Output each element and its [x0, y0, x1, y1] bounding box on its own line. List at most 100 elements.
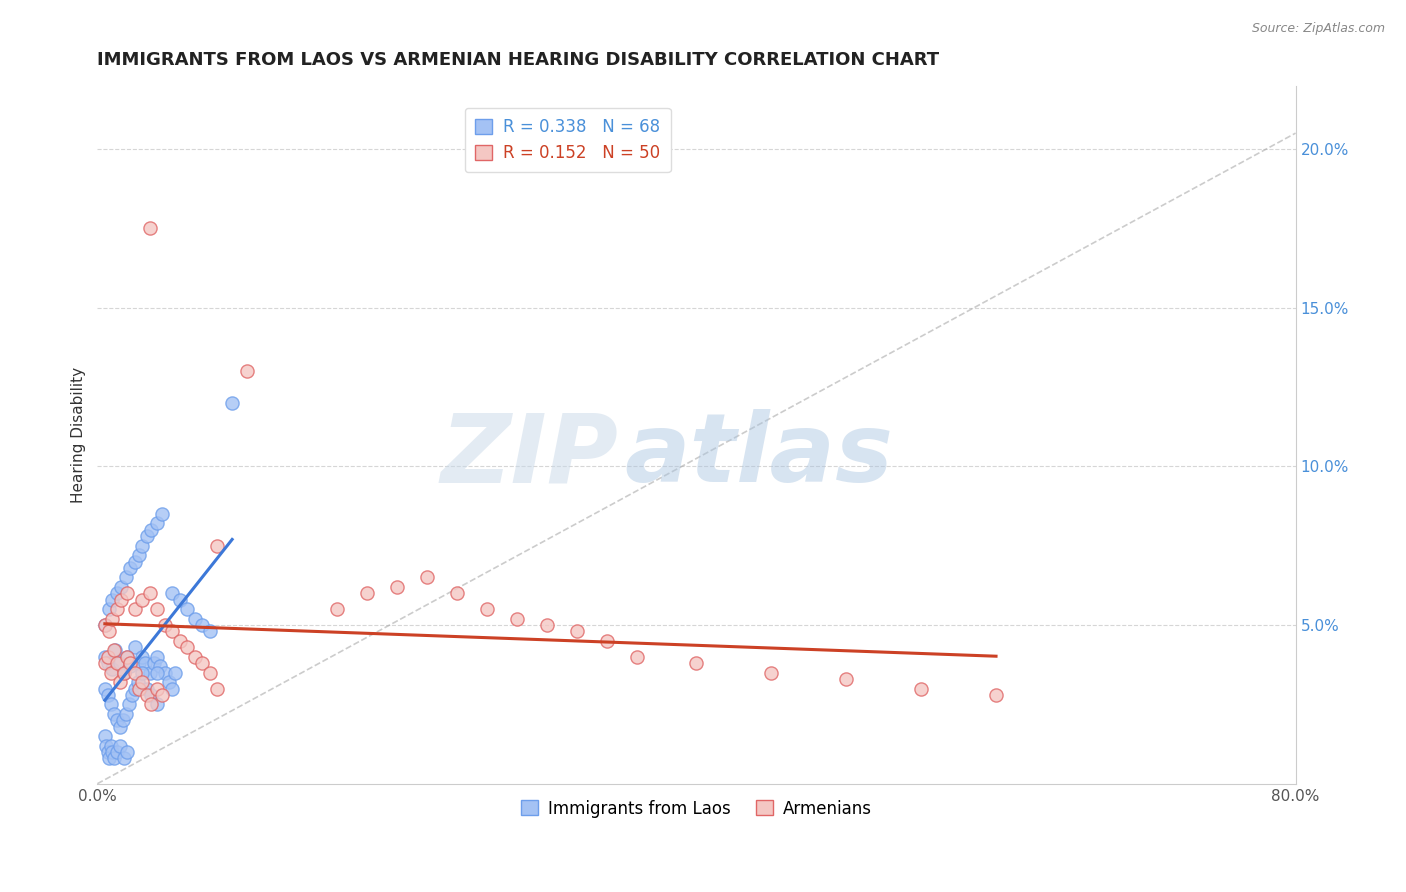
Point	[100, 698, 122, 712]
Point	[112, 665, 135, 680]
Point	[685, 656, 707, 670]
Point	[110, 580, 132, 594]
Point	[112, 665, 135, 680]
Point	[162, 624, 184, 639]
Point	[416, 570, 439, 584]
Point	[105, 656, 128, 670]
Point	[100, 739, 122, 753]
Point	[565, 624, 588, 639]
Point	[128, 548, 150, 562]
Point	[183, 649, 205, 664]
Point	[143, 656, 166, 670]
Point	[97, 656, 120, 670]
Point	[124, 665, 146, 680]
Point	[105, 745, 128, 759]
Point	[506, 612, 529, 626]
Point	[97, 649, 120, 664]
Point	[141, 688, 163, 702]
Point	[120, 561, 142, 575]
Point	[385, 580, 408, 594]
Point	[191, 618, 214, 632]
Point	[176, 640, 198, 655]
Point	[120, 656, 142, 670]
Point	[135, 681, 157, 696]
Point	[128, 681, 150, 696]
Point	[124, 602, 146, 616]
Point	[131, 649, 153, 664]
Point	[121, 688, 143, 702]
Point	[446, 586, 468, 600]
Point	[108, 656, 131, 670]
Point	[101, 592, 124, 607]
Point	[124, 555, 146, 569]
Point	[835, 672, 858, 686]
Point	[128, 656, 150, 670]
Point	[150, 688, 173, 702]
Point	[162, 681, 184, 696]
Point	[162, 586, 184, 600]
Point	[101, 663, 124, 677]
Point	[475, 602, 498, 616]
Point	[141, 523, 163, 537]
Point	[98, 602, 121, 616]
Point	[131, 592, 153, 607]
Point	[108, 720, 131, 734]
Text: IMMIGRANTS FROM LAOS VS ARMENIAN HEARING DISABILITY CORRELATION CHART: IMMIGRANTS FROM LAOS VS ARMENIAN HEARING…	[97, 51, 939, 69]
Point	[146, 602, 169, 616]
Point	[191, 656, 214, 670]
Text: ZIP: ZIP	[440, 409, 619, 502]
Point	[103, 706, 125, 721]
Point	[108, 675, 131, 690]
Point	[205, 681, 228, 696]
Point	[97, 745, 120, 759]
Point	[94, 656, 117, 670]
Point	[198, 624, 221, 639]
Point	[146, 649, 169, 664]
Point	[117, 649, 139, 664]
Point	[536, 618, 558, 632]
Point	[205, 539, 228, 553]
Point	[105, 602, 128, 616]
Point	[131, 539, 153, 553]
Point	[153, 618, 176, 632]
Point	[97, 688, 120, 702]
Point	[94, 618, 117, 632]
Point	[124, 681, 146, 696]
Text: atlas: atlas	[624, 409, 894, 502]
Point	[146, 698, 169, 712]
Point	[135, 688, 157, 702]
Point	[94, 618, 117, 632]
Point	[146, 681, 169, 696]
Point	[110, 592, 132, 607]
Point	[117, 649, 139, 664]
Point	[169, 592, 191, 607]
Point	[98, 624, 121, 639]
Point	[153, 665, 176, 680]
Point	[117, 586, 139, 600]
Y-axis label: Hearing Disability: Hearing Disability	[72, 367, 86, 503]
Point	[105, 586, 128, 600]
Point	[150, 507, 173, 521]
Point	[149, 659, 172, 673]
Point	[94, 729, 117, 743]
Point	[176, 602, 198, 616]
Point	[131, 665, 153, 680]
Point	[356, 586, 378, 600]
Point	[94, 681, 117, 696]
Point	[114, 570, 136, 584]
Point	[139, 221, 162, 235]
Point	[595, 634, 617, 648]
Point	[157, 675, 180, 690]
Point	[139, 665, 162, 680]
Text: Source: ZipAtlas.com: Source: ZipAtlas.com	[1251, 22, 1385, 36]
Point	[111, 713, 134, 727]
Point	[127, 675, 149, 690]
Point	[120, 659, 142, 673]
Point	[96, 739, 118, 753]
Point	[104, 643, 127, 657]
Point	[105, 713, 128, 727]
Point	[169, 634, 191, 648]
Point	[761, 665, 783, 680]
Point	[98, 751, 121, 765]
Point	[984, 688, 1007, 702]
